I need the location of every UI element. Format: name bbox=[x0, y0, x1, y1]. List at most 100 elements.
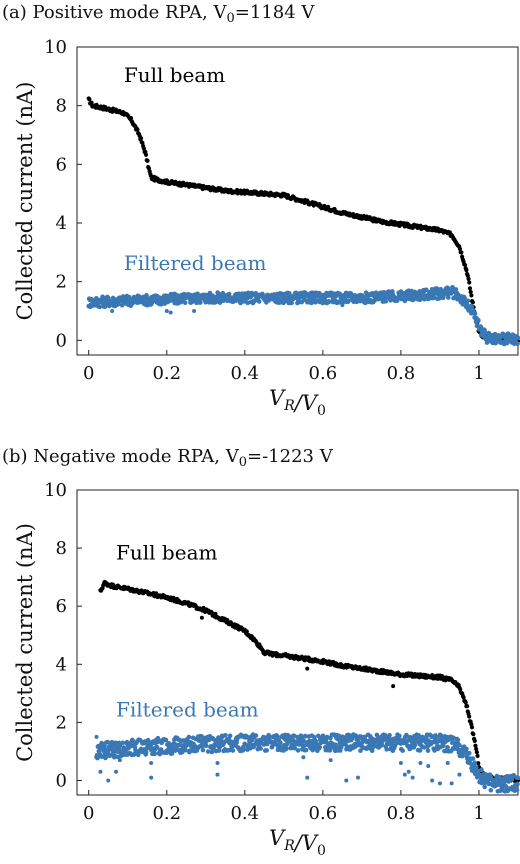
data-point bbox=[476, 318, 481, 323]
data-point bbox=[333, 742, 338, 748]
data-point bbox=[459, 250, 464, 255]
data-point bbox=[386, 289, 392, 294]
data-point bbox=[445, 745, 450, 750]
outlier-point bbox=[168, 310, 173, 315]
data-point bbox=[346, 298, 352, 303]
outlier-point bbox=[457, 772, 462, 777]
data-point bbox=[457, 246, 463, 251]
data-point bbox=[464, 267, 469, 273]
filtered-beam-label: Filtered beam bbox=[124, 251, 267, 275]
data-point bbox=[105, 295, 111, 301]
data-point bbox=[309, 300, 315, 306]
outlier-point bbox=[391, 684, 396, 689]
data-point bbox=[469, 722, 474, 727]
data-point bbox=[472, 311, 478, 316]
data-point bbox=[400, 748, 405, 753]
data-point bbox=[465, 298, 471, 304]
data-point bbox=[117, 743, 123, 748]
data-point bbox=[424, 287, 429, 293]
data-point bbox=[128, 115, 134, 121]
outlier-point bbox=[215, 772, 220, 777]
data-point bbox=[453, 287, 459, 292]
x-axis-label: VR/V0 bbox=[269, 826, 326, 859]
data-point bbox=[515, 775, 520, 781]
outlier-point bbox=[215, 761, 220, 766]
x-tick-label: 0 bbox=[83, 803, 94, 824]
y-tick-label: 2 bbox=[56, 712, 67, 733]
data-point bbox=[461, 695, 466, 700]
data-point bbox=[474, 746, 479, 752]
y-tick-label: 8 bbox=[56, 96, 67, 117]
data-point bbox=[466, 276, 471, 282]
data-point bbox=[227, 733, 233, 739]
y-tick-label: 0 bbox=[56, 770, 67, 791]
data-point bbox=[203, 743, 209, 749]
data-point bbox=[379, 742, 385, 747]
x-tick-label: 0.4 bbox=[230, 803, 259, 824]
data-point bbox=[278, 740, 283, 745]
data-point bbox=[87, 97, 92, 102]
data-point bbox=[473, 743, 478, 748]
data-point bbox=[471, 732, 476, 737]
data-point bbox=[397, 733, 402, 739]
panel-a: (a) Positive mode RPA, V0=1184 V02468100… bbox=[2, 2, 520, 419]
outlier-point bbox=[398, 761, 403, 766]
data-point bbox=[205, 749, 211, 754]
data-point bbox=[253, 733, 259, 738]
data-point bbox=[295, 748, 301, 753]
outlier-point bbox=[340, 303, 345, 308]
data-point bbox=[463, 700, 468, 705]
x-tick-label: 0.6 bbox=[309, 363, 338, 384]
x-axis-label: VR/V0 bbox=[269, 386, 326, 419]
data-point bbox=[460, 753, 465, 759]
data-point bbox=[455, 737, 461, 743]
x-tick-label: 0.4 bbox=[230, 363, 259, 384]
data-point bbox=[383, 298, 389, 304]
data-point bbox=[256, 299, 262, 304]
data-point bbox=[417, 748, 423, 753]
data-point bbox=[200, 747, 206, 753]
outlier-point bbox=[410, 775, 415, 780]
x-tick-label: 0 bbox=[83, 363, 94, 384]
data-point bbox=[317, 744, 322, 750]
data-point bbox=[241, 747, 247, 752]
data-point bbox=[143, 750, 149, 755]
y-tick-label: 10 bbox=[44, 480, 67, 501]
y-tick-label: 6 bbox=[56, 596, 67, 617]
data-point bbox=[509, 777, 515, 782]
x-tick-label: 0.2 bbox=[152, 803, 181, 824]
outlier-point bbox=[98, 769, 103, 774]
data-point bbox=[369, 748, 375, 753]
y-tick-label: 4 bbox=[56, 654, 67, 675]
outlier-point bbox=[418, 761, 423, 766]
full-beam-label: Full beam bbox=[124, 63, 225, 87]
data-point bbox=[482, 784, 488, 790]
data-point bbox=[470, 300, 475, 305]
outlier-point bbox=[117, 758, 122, 763]
data-point bbox=[338, 744, 344, 750]
data-point bbox=[143, 152, 149, 157]
outlier-point bbox=[305, 666, 310, 671]
outlier-point bbox=[114, 769, 119, 774]
data-point bbox=[301, 738, 307, 744]
data-point bbox=[182, 300, 188, 306]
outlier-point bbox=[406, 769, 411, 774]
data-point bbox=[284, 746, 289, 751]
outlier-point bbox=[106, 778, 111, 783]
outlier-point bbox=[437, 781, 442, 786]
data-point bbox=[472, 738, 477, 743]
full-beam-label: Full beam bbox=[116, 541, 217, 565]
outlier-point bbox=[355, 775, 360, 780]
data-point bbox=[141, 146, 146, 151]
data-point bbox=[465, 704, 470, 709]
outlier-point bbox=[301, 755, 306, 760]
data-point bbox=[467, 714, 472, 719]
data-point bbox=[472, 760, 478, 766]
plot-area-frame bbox=[76, 46, 519, 356]
data-point bbox=[476, 761, 481, 766]
data-point bbox=[113, 740, 119, 746]
data-point bbox=[135, 752, 141, 758]
data-point bbox=[105, 739, 111, 745]
x-tick-label: 0.2 bbox=[152, 363, 181, 384]
data-point bbox=[163, 737, 169, 743]
